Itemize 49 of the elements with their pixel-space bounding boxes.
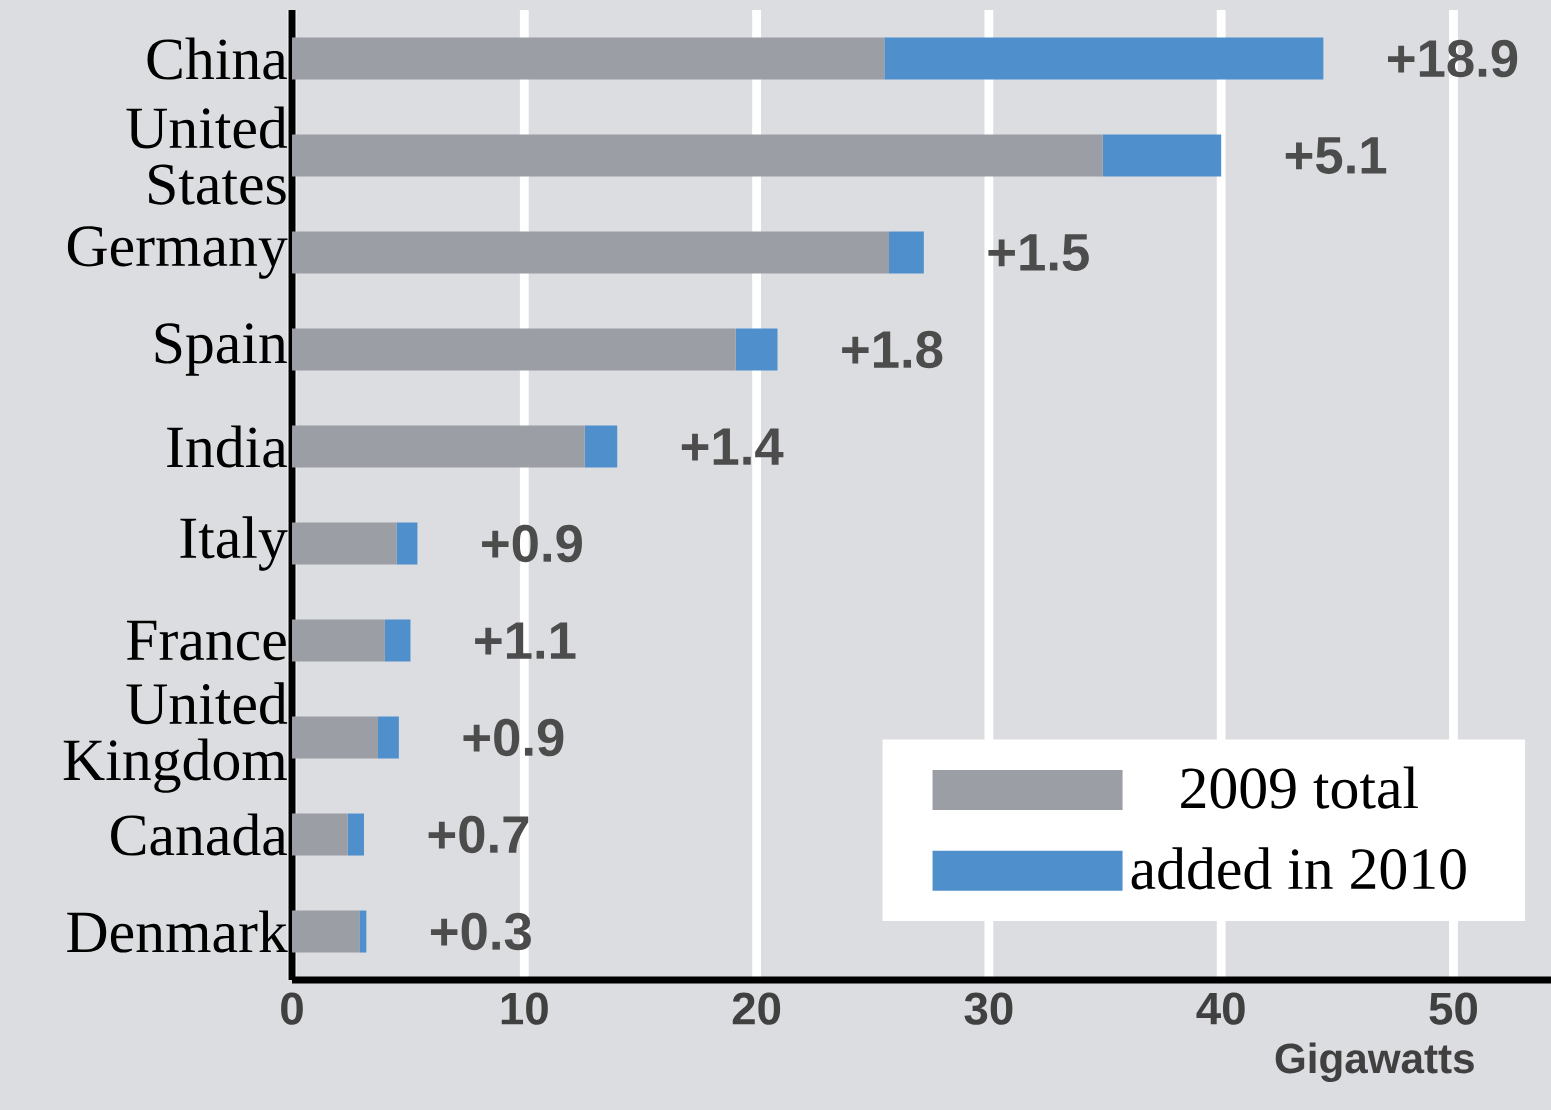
bar bbox=[292, 231, 889, 274]
x-tick-label: 0 bbox=[281, 992, 303, 1025]
bar bbox=[396, 522, 418, 565]
legend-label: added in 2010 bbox=[1131, 847, 1466, 890]
bar bbox=[1102, 134, 1222, 177]
bar bbox=[292, 328, 736, 371]
bar bbox=[359, 910, 367, 953]
data-label: +1.8 bbox=[842, 330, 943, 369]
legend-label: 2009 total bbox=[1181, 766, 1418, 809]
data-label: +1.1 bbox=[475, 622, 576, 659]
bar bbox=[735, 328, 778, 371]
x-tick-label: 50 bbox=[1429, 992, 1477, 1025]
x-tick-label: 10 bbox=[501, 992, 548, 1025]
bar bbox=[884, 37, 1324, 80]
y-tick-label: Spain bbox=[155, 323, 287, 376]
y-tick-label: India bbox=[167, 425, 287, 468]
y-tick-label: United States bbox=[126, 106, 288, 205]
bar bbox=[347, 813, 365, 856]
bar bbox=[292, 910, 360, 953]
bar bbox=[292, 522, 397, 565]
data-label: +0.7 bbox=[428, 815, 529, 854]
bar bbox=[292, 37, 885, 80]
y-tick-label: Germany bbox=[67, 226, 288, 279]
bar bbox=[292, 813, 348, 856]
bar bbox=[377, 716, 399, 759]
y-tick-label: United Kingdom bbox=[63, 682, 288, 793]
bar bbox=[384, 619, 411, 662]
y-tick-label: France bbox=[126, 620, 286, 661]
bar bbox=[292, 619, 385, 662]
y-tick-label: Italy bbox=[180, 516, 288, 571]
data-label: +18.9 bbox=[1388, 39, 1518, 78]
y-tick-label: Denmark bbox=[67, 910, 288, 953]
data-label: +1.4 bbox=[681, 428, 784, 465]
x-axis-title: Gigawatts bbox=[1275, 1042, 1474, 1082]
data-label: +0.9 bbox=[463, 718, 564, 757]
x-tick-label: 20 bbox=[732, 992, 781, 1025]
data-label: +0.9 bbox=[482, 524, 582, 563]
data-label: +1.5 bbox=[988, 234, 1089, 271]
x-tick-label: 30 bbox=[964, 992, 1013, 1025]
y-tick-label: China bbox=[147, 37, 287, 80]
bar bbox=[292, 134, 1103, 177]
data-label: +0.3 bbox=[430, 912, 531, 951]
bar bbox=[292, 716, 378, 759]
bar bbox=[888, 231, 924, 274]
data-label: +5.1 bbox=[1285, 137, 1387, 174]
y-tick-label: Canada bbox=[111, 813, 287, 856]
x-tick-label: 40 bbox=[1196, 992, 1245, 1025]
bar bbox=[584, 425, 618, 468]
bar bbox=[292, 425, 585, 468]
